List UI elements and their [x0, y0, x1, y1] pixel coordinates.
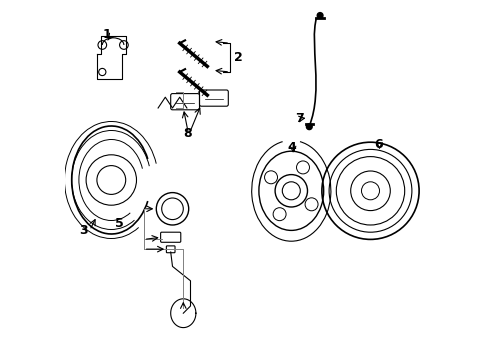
Text: 8: 8: [183, 127, 191, 140]
Text: 2: 2: [233, 51, 242, 64]
Text: 6: 6: [373, 138, 382, 150]
Circle shape: [306, 124, 311, 130]
Text: 4: 4: [287, 141, 296, 154]
Text: 3: 3: [79, 224, 87, 237]
Text: 7: 7: [294, 112, 303, 125]
Text: 1: 1: [102, 28, 111, 41]
Text: 5: 5: [115, 217, 123, 230]
Circle shape: [317, 13, 322, 18]
